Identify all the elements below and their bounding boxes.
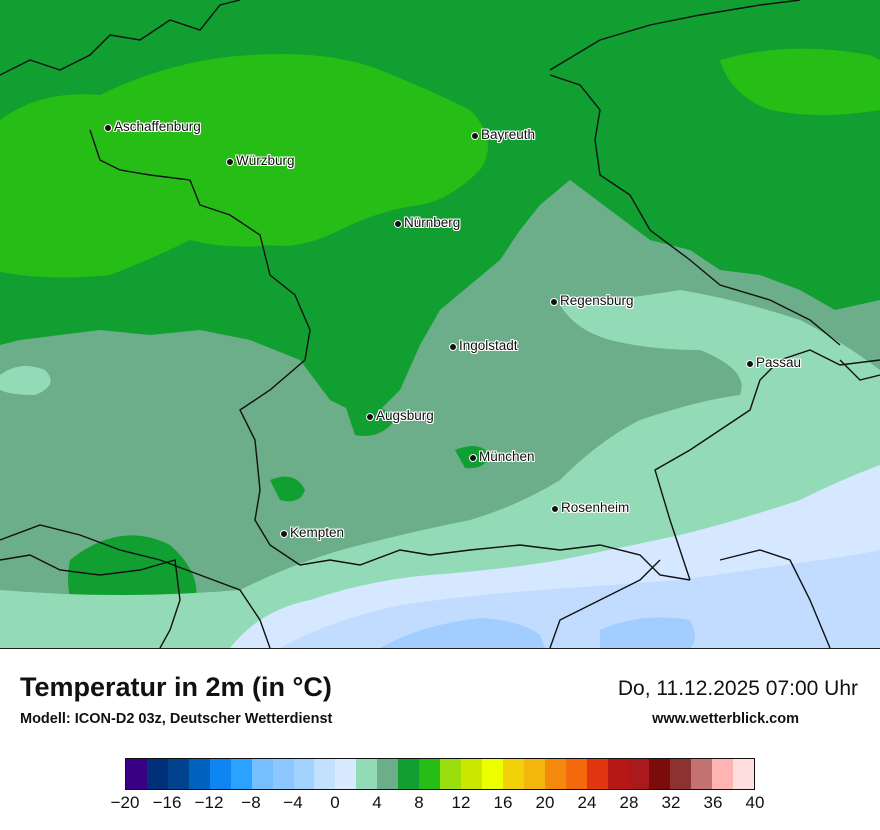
color-scale-segment bbox=[502, 759, 524, 789]
field-temp-8-10-patch bbox=[720, 48, 880, 115]
city-marker-icon bbox=[551, 505, 559, 513]
color-scale-segment bbox=[188, 759, 210, 789]
city-label: Ingolstadt bbox=[459, 338, 518, 353]
color-scale-segment bbox=[481, 759, 503, 789]
border-lines bbox=[0, 0, 880, 648]
city-label: Augsburg bbox=[376, 408, 434, 423]
temperature-color-scale bbox=[125, 758, 755, 790]
field-temp-6-8-patch bbox=[270, 476, 305, 502]
color-scale-tick-label: 24 bbox=[577, 793, 597, 812]
color-scale-tick-label: 32 bbox=[661, 793, 681, 812]
map-title: Temperatur in 2m (in °C) bbox=[20, 672, 332, 702]
color-scale-segment bbox=[607, 759, 629, 789]
color-scale-segment bbox=[398, 759, 420, 789]
city-label: Passau bbox=[756, 355, 802, 370]
color-scale-segment bbox=[440, 759, 461, 789]
color-scale-segment bbox=[272, 759, 294, 789]
color-scale-tick-label: −20 bbox=[110, 793, 140, 812]
color-scale-segment bbox=[230, 759, 252, 789]
city-label: Aschaffenburg bbox=[114, 119, 201, 134]
color-scale-tick-label: −4 bbox=[283, 793, 303, 812]
field-temp-8-10 bbox=[0, 54, 488, 278]
color-scale-tick-label: 28 bbox=[619, 793, 639, 812]
city-label: Regensburg bbox=[560, 293, 634, 308]
color-scale-segment bbox=[586, 759, 608, 789]
color-scale-segment bbox=[126, 759, 147, 789]
color-scale-ticks: −20 −16 −12 −8 −4 0 4 8 12 16 20 24 28 32 36 40 bbox=[111, 793, 765, 817]
color-scale-segment bbox=[544, 759, 566, 789]
color-scale-segment bbox=[419, 759, 441, 789]
color-scale-segment bbox=[691, 759, 713, 789]
color-scale-segment bbox=[712, 759, 734, 789]
field-temp-m2-0 bbox=[280, 550, 880, 648]
website-link[interactable]: www.wetterblick.com bbox=[652, 711, 799, 727]
city-marker-icon bbox=[449, 343, 457, 351]
color-scale-segment bbox=[565, 759, 587, 789]
city-marker-icon bbox=[226, 158, 234, 166]
city-label: München bbox=[479, 449, 535, 464]
city-marker-icon bbox=[469, 454, 477, 462]
color-scale-segment bbox=[335, 759, 357, 789]
city-label: Bayreuth bbox=[481, 127, 536, 142]
color-scale-segment bbox=[377, 759, 399, 789]
color-scale-tick-label: −8 bbox=[241, 793, 261, 812]
color-scale-segment bbox=[293, 759, 315, 789]
city-label: Nürnberg bbox=[404, 215, 461, 230]
city-marker-icon bbox=[366, 413, 374, 421]
city-label: Kempten bbox=[290, 525, 345, 540]
city-marker-icon bbox=[394, 220, 402, 228]
forecast-datetime: Do, 11.12.2025 07:00 Uhr bbox=[617, 677, 858, 700]
color-scale-segment bbox=[523, 759, 545, 789]
field-temp-2-4-patch bbox=[0, 366, 51, 395]
color-scale-tick-label: −12 bbox=[194, 793, 224, 812]
color-scale-tick-label: 0 bbox=[330, 793, 340, 812]
color-scale-tick-label: 4 bbox=[372, 793, 382, 812]
model-source: Modell: ICON-D2 03z, Deutscher Wetterdie… bbox=[20, 711, 333, 727]
color-scale-tick-label: 16 bbox=[493, 793, 513, 812]
color-scale-tick-label: −16 bbox=[152, 793, 182, 812]
city-marker-icon bbox=[104, 124, 112, 132]
field-temp-m4-m2 bbox=[380, 618, 545, 648]
color-scale-segment bbox=[733, 759, 755, 789]
color-scale-segment bbox=[649, 759, 671, 789]
color-scale-segment bbox=[167, 759, 189, 789]
city-marker-icon bbox=[550, 298, 558, 306]
color-scale-segment bbox=[209, 759, 231, 789]
city-marker-icon bbox=[471, 132, 479, 140]
color-scale-segment bbox=[146, 759, 168, 789]
color-scale-tick-label: 8 bbox=[414, 793, 424, 812]
color-scale-tick-label: 20 bbox=[535, 793, 555, 812]
color-scale-segment bbox=[628, 759, 650, 789]
color-scale-segment bbox=[461, 759, 482, 789]
color-scale-tick-label: 12 bbox=[451, 793, 471, 812]
color-scale-segment bbox=[314, 759, 336, 789]
city-label: Rosenheim bbox=[561, 500, 630, 515]
weather-map[interactable]: Aschaffenburg Würzburg Bayreuth Nürnberg… bbox=[0, 0, 880, 649]
color-scale-segment bbox=[251, 759, 273, 789]
color-scale-tick-label: 36 bbox=[703, 793, 723, 812]
city-label: Würzburg bbox=[236, 153, 295, 168]
temperature-field bbox=[0, 0, 880, 648]
field-temp-m4-m2-patch bbox=[600, 617, 695, 648]
color-scale-segment bbox=[670, 759, 692, 789]
city-marker-icon bbox=[280, 530, 288, 538]
city-marker-icon bbox=[746, 360, 754, 368]
color-scale-segment bbox=[356, 759, 378, 789]
color-scale-tick-label: 40 bbox=[745, 793, 765, 812]
